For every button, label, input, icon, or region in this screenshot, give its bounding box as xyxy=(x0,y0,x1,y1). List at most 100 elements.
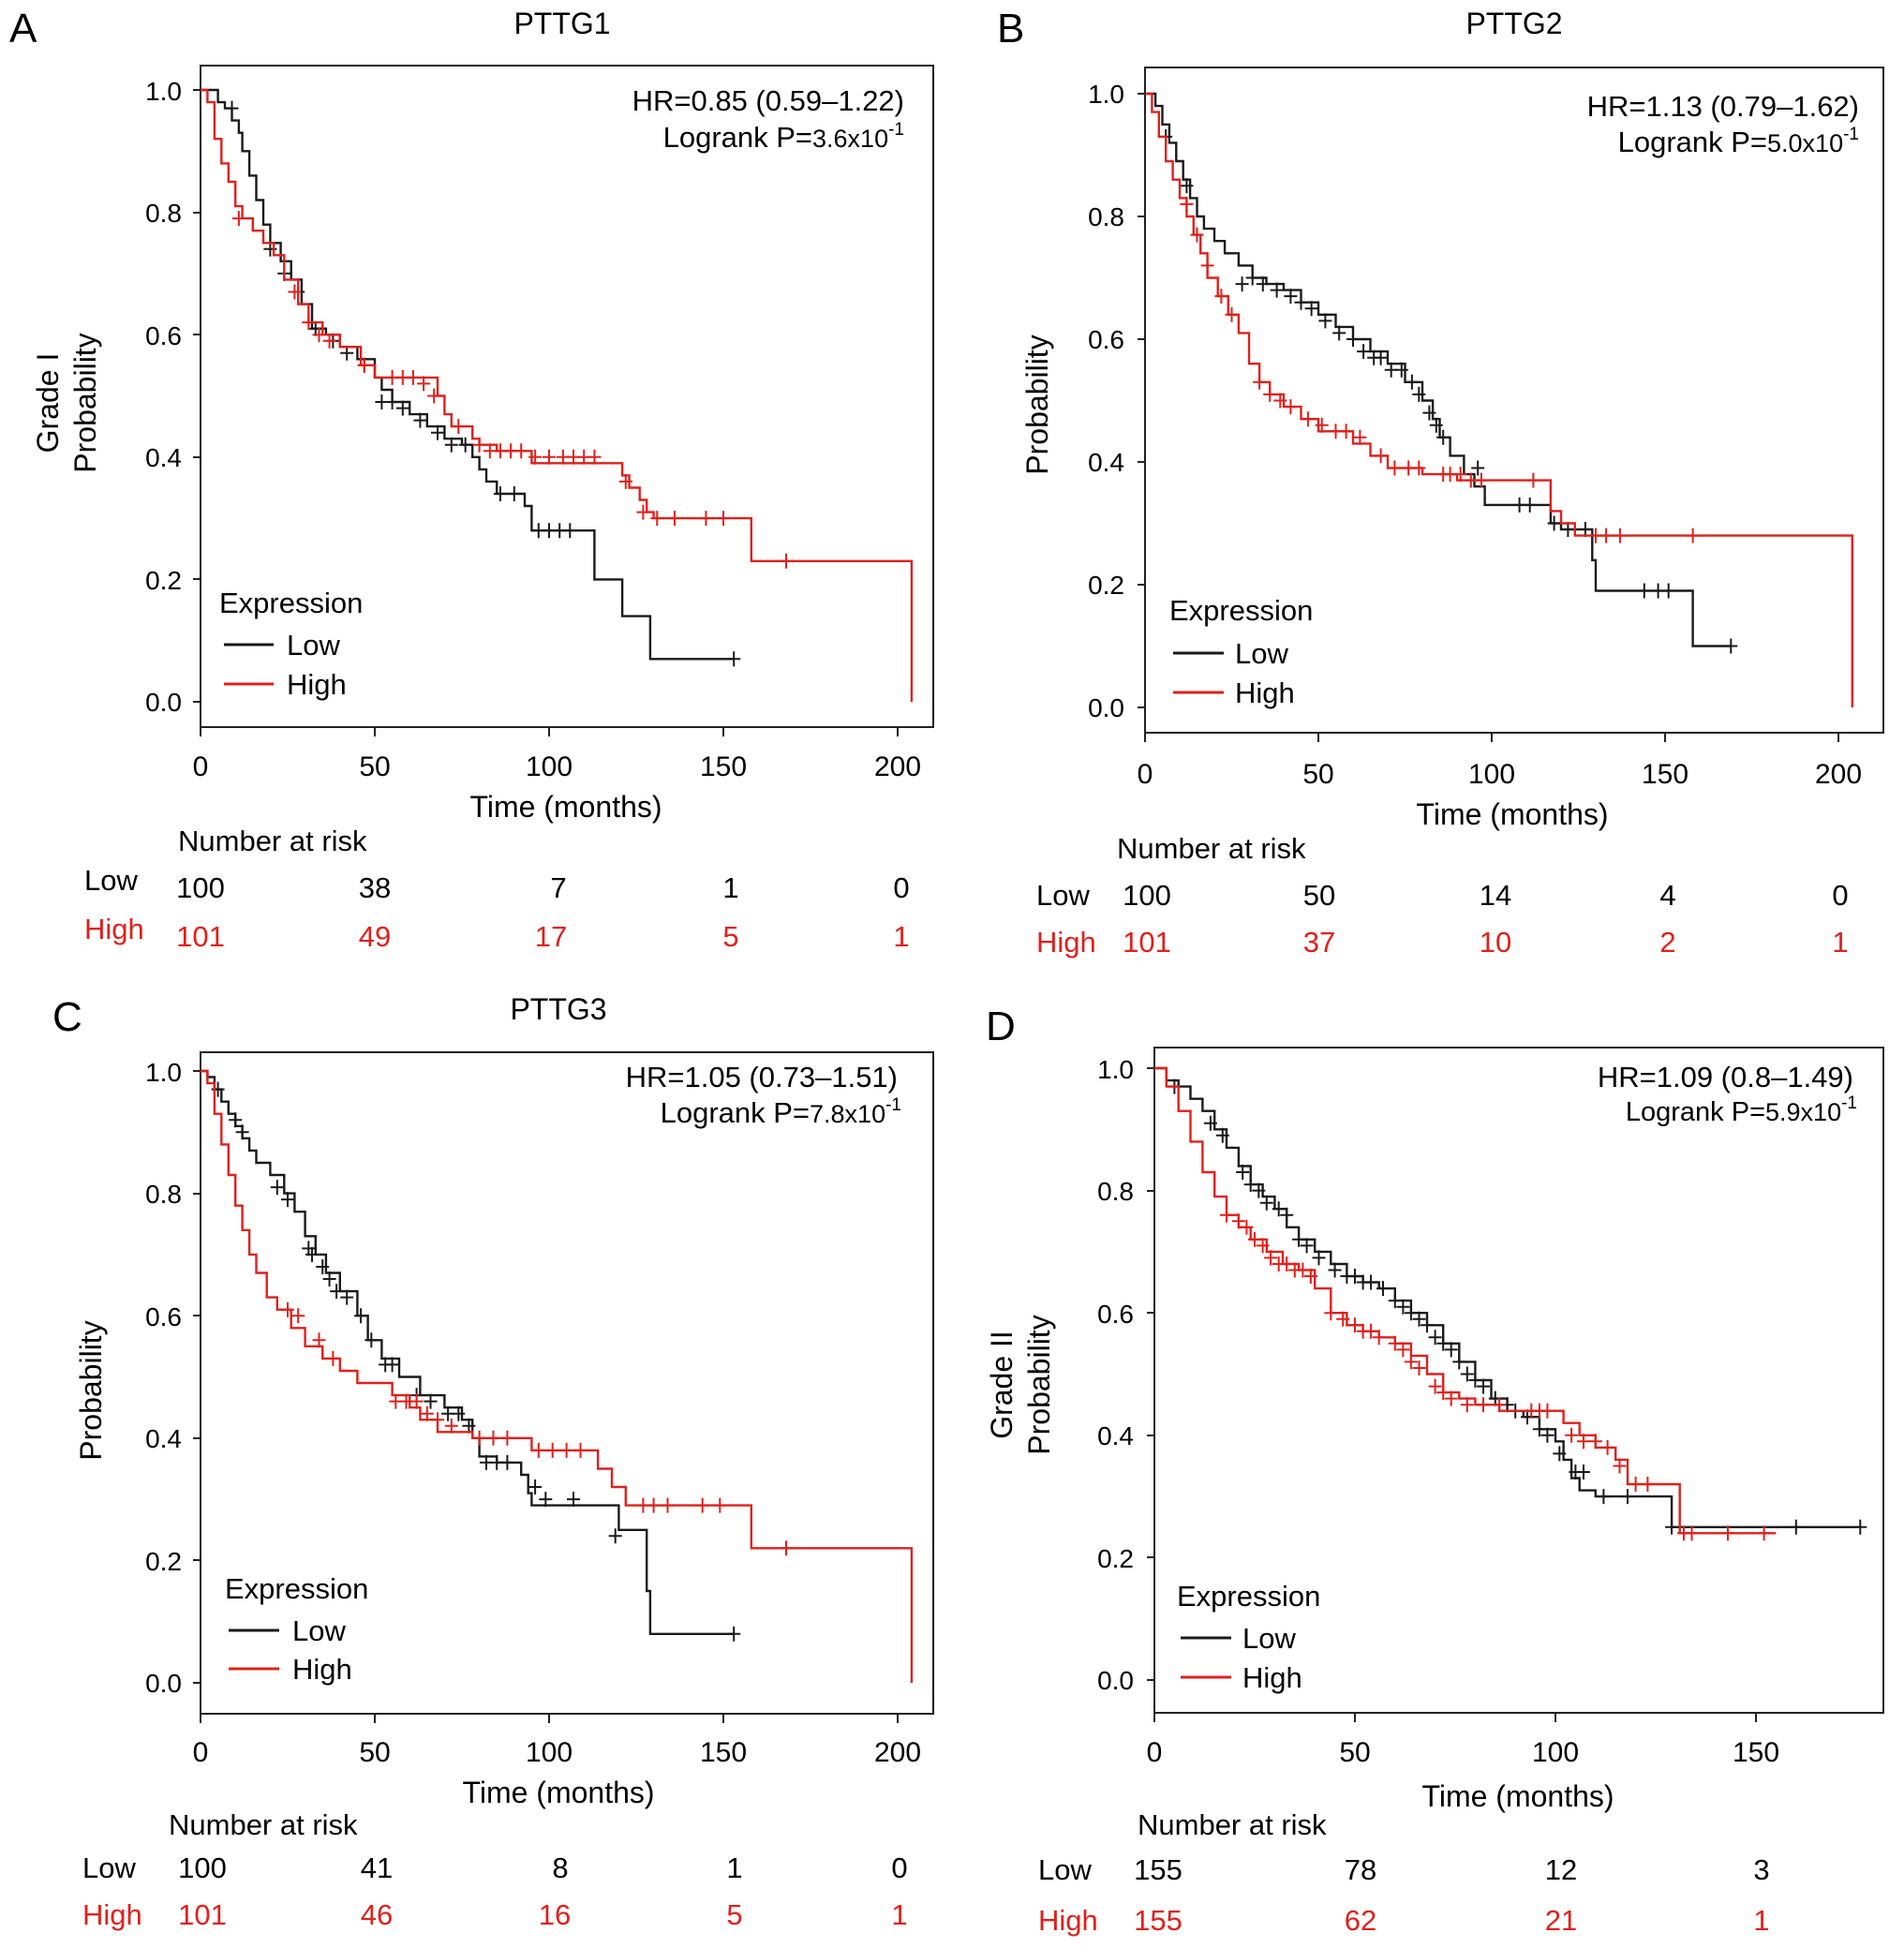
panel-letter-b: B xyxy=(997,6,1024,52)
censor-mark-low xyxy=(1332,325,1346,341)
censor-mark-low xyxy=(1280,1207,1294,1223)
censor-mark-high xyxy=(409,1393,424,1409)
censor-mark-high xyxy=(713,1497,727,1513)
censor-mark-high xyxy=(1436,1385,1450,1401)
censor-mark-high xyxy=(288,284,302,300)
censor-mark-low xyxy=(1444,1342,1458,1358)
censor-mark-low xyxy=(385,394,399,409)
risk-low-value: 155 xyxy=(1134,1853,1183,1886)
censor-mark-low xyxy=(330,1284,344,1300)
censor-mark-low xyxy=(1270,282,1284,298)
legend: Expression Low High xyxy=(1177,1580,1320,1694)
y-tick-label: 1.0 xyxy=(145,1058,182,1087)
panel-b: B PTTG2 Probability 1.0 0.8 0.6 0.4 0.2 … xyxy=(997,6,1884,959)
axis-ticks xyxy=(1147,1067,1757,1722)
censor-mark-high xyxy=(650,511,664,527)
censor-mark-low xyxy=(1215,1127,1229,1143)
legend-high-label: High xyxy=(1235,677,1295,709)
censor-mark-high xyxy=(472,437,486,453)
y-tick-label: 0.0 xyxy=(1097,1666,1134,1695)
y-tick-label: 1.0 xyxy=(145,77,182,106)
risk-high-label: High xyxy=(1036,926,1096,959)
censor-mark-high xyxy=(1374,448,1388,464)
censor-mark-high xyxy=(1273,393,1287,409)
x-tick-label: 150 xyxy=(700,751,747,782)
risk-title: Number at risk xyxy=(1138,1808,1327,1841)
censor-mark-low xyxy=(567,1492,580,1508)
censor-mark-low xyxy=(1661,583,1675,599)
x-tick-label: 150 xyxy=(1642,759,1688,790)
risk-low-value: 3 xyxy=(1753,1853,1769,1886)
y-tick-label: 1.0 xyxy=(1097,1055,1134,1084)
legend-title: Expression xyxy=(1177,1580,1320,1613)
y-tick-label: 0.8 xyxy=(1097,1177,1134,1206)
y-tick-label: 0.8 xyxy=(145,199,182,228)
km-curve-low xyxy=(201,1069,735,1635)
censor-mark-high xyxy=(1256,1238,1270,1254)
censor-mark-high xyxy=(326,1350,340,1366)
censor-mark-high xyxy=(531,1442,545,1458)
axis-ticks xyxy=(193,89,899,736)
censor-mark-high xyxy=(1315,417,1329,433)
risk-high-value: 101 xyxy=(176,920,225,953)
risk-low-value: 1 xyxy=(722,871,738,904)
risk-low-value: 1 xyxy=(726,1851,742,1884)
censor-mark-low xyxy=(235,1124,249,1140)
censor-mark-low xyxy=(1394,362,1408,378)
censor-mark-high xyxy=(1721,1525,1734,1541)
censor-mark-high xyxy=(1339,424,1353,439)
risk-low-value: 0 xyxy=(1832,879,1848,912)
censor-mark-high xyxy=(717,511,730,527)
km-curve-low xyxy=(1154,1066,1861,1528)
censor-mark-high xyxy=(281,1301,294,1317)
censor-mark-high xyxy=(1577,1434,1590,1450)
y-axis-label: Probability xyxy=(74,1320,108,1460)
y-ticks: 1.0 0.8 0.6 0.4 0.2 0.0 xyxy=(145,1058,182,1698)
y-tick-label: 0.6 xyxy=(145,321,182,350)
legend: Expression Low High xyxy=(219,587,363,701)
censor-mark-low xyxy=(1853,1519,1867,1535)
risk-low-value: 14 xyxy=(1480,879,1511,912)
censor-mark-low xyxy=(364,1332,379,1348)
censor-mark-high xyxy=(357,357,371,373)
y-tick-label: 0.2 xyxy=(1088,571,1124,600)
censor-mark-high xyxy=(1474,472,1488,488)
censor-mark-high xyxy=(1404,1354,1418,1370)
y-tick-label: 0.6 xyxy=(145,1302,182,1331)
censor-mark-high xyxy=(1412,1361,1426,1375)
censor-mark-low xyxy=(322,1271,336,1286)
censor-mark-low xyxy=(305,1246,319,1262)
censor-mark-low xyxy=(316,1259,330,1274)
censor-mark-high xyxy=(420,1405,434,1421)
survival-curves xyxy=(201,88,914,702)
x-ticks: 0 50 100 150 200 xyxy=(193,1737,921,1768)
censor-mark-low xyxy=(1597,1489,1611,1505)
y-ticks: 1.0 0.8 0.6 0.4 0.2 0.0 xyxy=(1097,1055,1134,1695)
panel-title: PTTG1 xyxy=(513,7,610,40)
legend-title: Expression xyxy=(1169,594,1313,627)
censor-mark-low xyxy=(1412,1311,1426,1327)
logrank-annotation: Logrank P=3.6x10-1 xyxy=(663,120,904,154)
x-axis-label: Time (months) xyxy=(469,790,662,824)
x-axis-label: Time (months) xyxy=(1421,1779,1614,1813)
y-axis-label: Probability xyxy=(1022,1315,1056,1454)
censor-mark-low xyxy=(1665,1519,1679,1535)
censor-mark-high xyxy=(1388,460,1402,476)
x-ticks: 0 50 100 150 xyxy=(1147,1737,1779,1768)
censor-mark-high xyxy=(545,1442,559,1458)
censor-mark-high xyxy=(1220,1207,1233,1223)
panel-title: PTTG2 xyxy=(1465,7,1562,40)
censor-mark-high xyxy=(1428,1378,1442,1394)
plot-frame xyxy=(1153,1047,1884,1714)
risk-low-value: 4 xyxy=(1659,879,1675,912)
censor-mark-high xyxy=(618,473,632,489)
censor-mark-high xyxy=(780,553,793,569)
risk-low-value: 0 xyxy=(893,871,909,904)
censor-mark-low xyxy=(270,1180,284,1196)
censor-mark-high xyxy=(1200,258,1214,274)
risk-high-value: 21 xyxy=(1545,1904,1577,1937)
censor-mark-high xyxy=(1396,1342,1410,1358)
legend-high-label: High xyxy=(287,668,347,701)
legend: Expression Low High xyxy=(225,1572,368,1686)
